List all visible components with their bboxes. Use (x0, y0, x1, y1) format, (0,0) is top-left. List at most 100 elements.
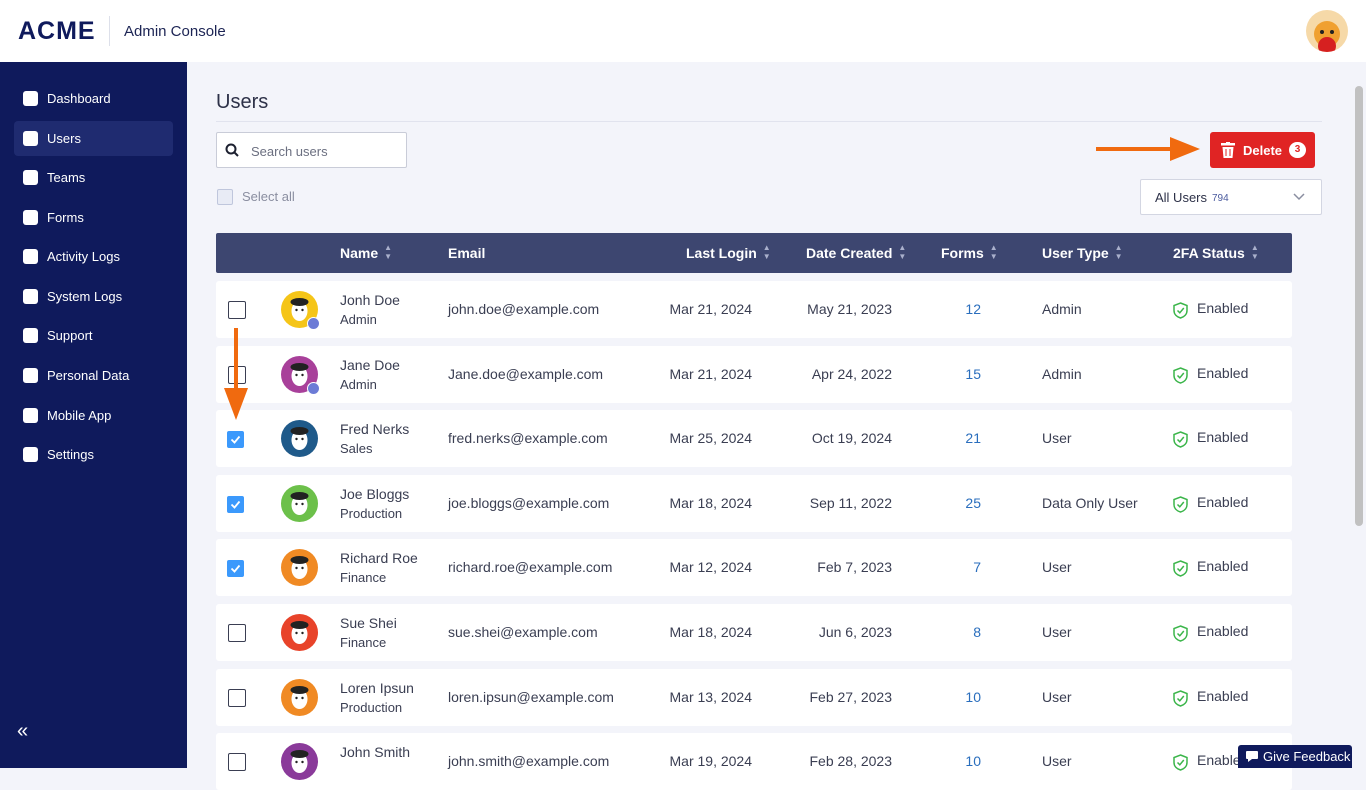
user-email: joe.bloggs@example.com (448, 494, 610, 511)
sort-indicator[interactable]: ▲ ▼ (1114, 243, 1123, 261)
column-header[interactable]: Name (340, 245, 379, 261)
table-row[interactable]: Joe Bloggs Production joe.bloggs@example.c… (216, 474, 1292, 532)
date-created: Feb 28, 2023 (809, 753, 892, 770)
column-header[interactable]: Last Login (686, 245, 757, 261)
sort-indicator[interactable]: ▲ ▼ (762, 243, 771, 261)
table-row[interactable]: Sue Shei Finance sue.shei@example.com Mar 1… (216, 604, 1292, 661)
shield-icon (1173, 366, 1188, 384)
user-name: Richard Roe (340, 550, 418, 567)
forms-count[interactable]: 12 (965, 301, 981, 317)
forms-count[interactable]: 15 (965, 365, 981, 382)
user-type: User (1042, 559, 1072, 576)
nav-label: Mobile App (47, 408, 112, 423)
search-input[interactable]: Search users (216, 132, 407, 168)
filter-label: All Users (1155, 190, 1208, 205)
shield-icon (1173, 495, 1188, 513)
nav-item[interactable]: Dashboard (14, 81, 173, 116)
user-filter[interactable]: All Users 794 (1140, 179, 1322, 215)
forms-count[interactable]: 10 (965, 753, 981, 770)
select-all-checkbox[interactable] (217, 189, 233, 205)
sort-indicator[interactable]: ▲ ▼ (898, 243, 907, 261)
user-avatar[interactable] (281, 484, 318, 522)
scroll-thumb[interactable] (1355, 86, 1363, 526)
date-created: Jun 6, 2023 (818, 624, 892, 640)
row-checkbox[interactable] (228, 688, 246, 707)
user-avatar[interactable] (281, 549, 318, 587)
row-checkbox[interactable] (228, 753, 246, 772)
nav-icon (23, 289, 38, 304)
table-row[interactable]: Richard Roe Finance richard.roe@example.co… (216, 539, 1292, 597)
status-icon (1173, 302, 1188, 324)
row-checkbox[interactable] (227, 431, 244, 449)
user-avatar[interactable] (281, 678, 318, 716)
status-icon (1173, 495, 1188, 518)
check-mark (230, 436, 241, 445)
avatar-face (290, 427, 309, 451)
nav-item[interactable]: Users (14, 121, 173, 156)
forms-count[interactable]: 21 (965, 430, 981, 447)
2fa-status: Enabled (1197, 429, 1249, 446)
table-row[interactable]: Jane Doe Admin Jane.doe@example.com Mar 21,… (216, 345, 1292, 403)
logo[interactable]: ACME (18, 17, 96, 45)
user-avatar[interactable] (281, 743, 318, 781)
user-role: Finance (340, 635, 387, 650)
user-avatar[interactable] (281, 420, 318, 458)
table-row[interactable]: Loren Ipsun Production loren.ipsun@example… (216, 668, 1292, 726)
user-avatar[interactable] (281, 355, 320, 395)
user-avatar[interactable] (281, 291, 320, 330)
forms-count[interactable]: 25 (965, 494, 981, 511)
table-row[interactable]: Fred Nerks Sales fred.nerks@example.com Mar… (216, 410, 1292, 468)
row-checkbox[interactable] (228, 624, 246, 642)
column-header[interactable]: User Type (1042, 245, 1109, 261)
feedback-button[interactable]: Give Feedback (1238, 745, 1352, 768)
nav-item[interactable]: System Logs (14, 279, 173, 314)
nav-icon (23, 408, 38, 423)
2fa-status: Enabled (1197, 558, 1249, 575)
table-row[interactable]: John Smith john.smith@example.com Mar 19, … (216, 733, 1292, 790)
user-role: Finance (340, 570, 387, 586)
nav-item[interactable]: Settings (14, 437, 173, 472)
column-header[interactable]: Date Created (806, 245, 893, 261)
select-all-label: Select all (242, 189, 295, 204)
shield-icon (1173, 754, 1188, 771)
row-checkbox[interactable] (227, 495, 244, 513)
user-name: John Smith (340, 744, 411, 761)
nav-item[interactable]: Forms (14, 200, 173, 235)
nav-item[interactable]: Mobile App (14, 398, 173, 433)
table-row[interactable]: Jonh Doe Admin john.doe@example.com Mar 21,… (216, 281, 1292, 338)
user-avatar[interactable] (281, 614, 318, 651)
column-header: Email (448, 245, 486, 261)
column-header[interactable]: Forms (941, 245, 984, 261)
collapse-sidebar[interactable]: « (17, 720, 29, 742)
column-header[interactable]: 2FA Status (1173, 245, 1245, 261)
sort-indicator[interactable]: ▲ ▼ (1250, 243, 1259, 261)
sort-indicator[interactable]: ▲ ▼ (384, 243, 393, 261)
sort-indicator[interactable]: ▲ ▼ (989, 243, 998, 261)
row-checkbox[interactable] (228, 301, 246, 319)
user-role: Admin (340, 312, 377, 327)
2fa-status: Enabled (1197, 493, 1249, 510)
status-icon (1173, 560, 1188, 582)
row-checkbox[interactable] (227, 560, 244, 578)
avatar-face (290, 556, 309, 580)
2fa-status: Enabled (1197, 364, 1249, 381)
delete-button[interactable]: Delete 3 (1210, 132, 1315, 168)
forms-count[interactable]: 10 (965, 688, 981, 705)
nav-item[interactable]: Personal Data (14, 358, 173, 393)
status-icon (1173, 754, 1188, 776)
nav-icon (23, 210, 38, 225)
admin-badge (307, 381, 320, 395)
user-type: User (1042, 624, 1072, 640)
forms-count[interactable]: 7 (973, 559, 981, 576)
user-role: Sales (340, 441, 373, 457)
admin-badge (307, 317, 320, 330)
user-role: Admin (340, 376, 377, 392)
profile-avatar[interactable] (1306, 10, 1348, 52)
user-name: Sue Shei (340, 615, 397, 631)
forms-count[interactable]: 8 (973, 624, 981, 640)
nav-item[interactable]: Teams (14, 160, 173, 195)
user-name: Jane Doe (340, 356, 400, 373)
nav-item[interactable]: Support (14, 318, 173, 353)
nav-item[interactable]: Activity Logs (14, 239, 173, 274)
